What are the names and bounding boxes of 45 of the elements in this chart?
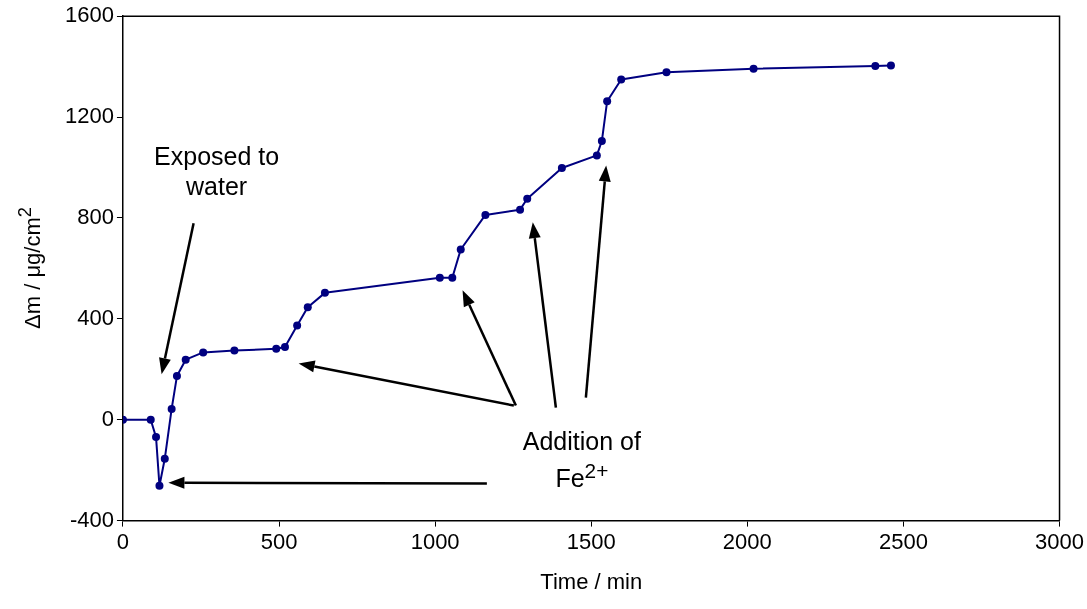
point [320,288,329,297]
point [523,194,532,203]
point [886,61,895,70]
point [481,210,490,219]
x-axis-title: Time / min [540,568,643,595]
point [160,454,169,463]
annotation: Exposed to water [153,141,281,202]
point [597,137,606,146]
point [155,481,164,490]
point [871,61,880,70]
point [603,97,612,106]
point [557,164,566,173]
point [280,343,289,352]
point [749,64,758,73]
point [303,303,312,312]
x-tick-label: 0 [116,528,130,554]
point [448,273,457,282]
point [456,245,465,254]
y-tick-label: 1200 [64,103,114,129]
point [152,433,161,442]
x-tick-label: 500 [260,528,298,554]
point [199,348,208,357]
point [293,321,302,330]
point [662,68,671,77]
y-tick-label: 400 [77,304,114,330]
point [172,372,181,381]
point [230,346,239,355]
point [167,404,176,413]
x-tick-label: 1000 [410,528,460,554]
point [272,344,281,353]
point [435,273,444,282]
y-tick-label: 0 [101,405,114,431]
x-tick-label: 2000 [722,528,772,554]
x-tick-label: 1500 [566,528,616,554]
point [146,415,155,424]
y-tick-label: 1600 [64,2,114,28]
annotation: Addition of Fe$^{2+}$ [521,425,642,493]
point [516,205,525,214]
point [181,355,190,364]
x-tick-label: 2500 [878,528,928,554]
point [617,75,626,84]
y-tick-label: 800 [77,204,114,230]
x-tick-label: 3000 [1035,528,1085,554]
point [592,151,601,160]
y-tick-label: -400 [69,506,114,532]
